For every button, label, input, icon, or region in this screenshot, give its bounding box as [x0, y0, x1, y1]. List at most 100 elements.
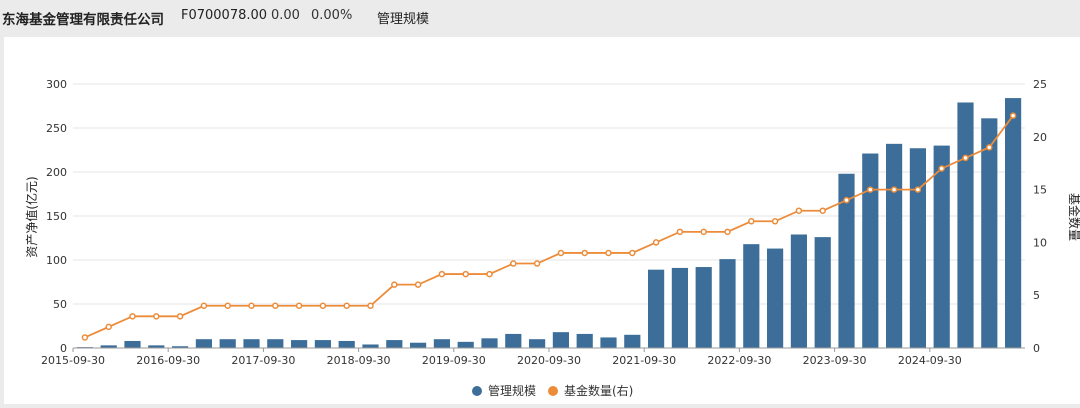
- x-tick-label: 2019-09-30: [422, 354, 486, 367]
- right-y-ticks: 0 5 10 15 20 25: [1033, 78, 1047, 355]
- bar: [433, 339, 450, 348]
- x-tick-label: 2015-09-30: [41, 354, 105, 367]
- bar: [148, 345, 165, 348]
- line-point: [129, 313, 136, 320]
- bar: [1005, 98, 1022, 348]
- line-point: [605, 249, 612, 257]
- bar: [219, 339, 236, 348]
- line-point: [81, 334, 89, 341]
- axes: [72, 347, 1025, 352]
- grid-lines: [73, 83, 1025, 305]
- bar: [933, 145, 950, 348]
- bar: [529, 339, 546, 348]
- metric-label: 管理规模: [377, 12, 430, 27]
- legend-line-marker: [548, 386, 558, 396]
- legend-bar-marker: [472, 386, 482, 396]
- bar: [600, 337, 617, 348]
- bar: [338, 340, 355, 348]
- line-point: [914, 186, 922, 193]
- line-point: [533, 260, 541, 267]
- bar: [695, 267, 712, 348]
- line-point: [510, 260, 517, 267]
- left-tick-label: 250: [46, 122, 67, 135]
- bar: [886, 143, 903, 348]
- chart-svg: 0 50 100 150 200 250 300 0 5 10 15 20 25 2015-09-30…: [24, 78, 1080, 398]
- bar: [719, 259, 736, 348]
- x-tick-label: 2016-09-30: [136, 354, 200, 367]
- left-tick-label: 200: [46, 166, 67, 179]
- line-point: [153, 313, 160, 320]
- bar: [267, 339, 284, 348]
- bar: [481, 338, 498, 348]
- line-point: [272, 302, 279, 310]
- line-point: [819, 207, 826, 214]
- company-name: 东海基金管理有限责任公司: [2, 12, 164, 28]
- line-point: [748, 218, 755, 225]
- bar: [576, 333, 593, 348]
- x-tick-label: 2024-09-30: [898, 354, 962, 367]
- line-point: [248, 302, 255, 310]
- bar: [505, 333, 522, 348]
- bar: [814, 237, 831, 348]
- bar: [981, 118, 998, 348]
- left-tick-label: 150: [46, 210, 67, 223]
- bar-series: [76, 98, 1022, 348]
- line-point: [414, 281, 422, 288]
- line-point: [105, 323, 112, 331]
- line-point: [438, 270, 446, 278]
- price-value: 0.00: [271, 8, 300, 23]
- bar: [386, 340, 403, 348]
- line-point: [795, 207, 803, 214]
- x-tick-labels: 2015-09-30 2016-09-30 2017-09-30 2018-09-30…: [41, 354, 962, 367]
- x-tick-label: 2018-09-30: [327, 354, 391, 367]
- line-point: [462, 270, 469, 278]
- line-point: [652, 239, 660, 246]
- line-point: [629, 249, 636, 257]
- line-point: [962, 154, 969, 162]
- chart-panel: 0 50 100 150 200 250 300 0 5 10 15 20 25 2015-09-30…: [4, 37, 1080, 404]
- bar: [743, 244, 760, 348]
- header-bar: 东海基金管理有限责任公司 F0700078.00 0.00 0.00% 管理规模: [0, 0, 1080, 34]
- line-point: [343, 302, 350, 310]
- legend: 管理规模 基金数量(右): [472, 383, 633, 398]
- x-tick-label: 2022-09-30: [707, 354, 771, 367]
- bar: [243, 339, 260, 348]
- bar: [124, 340, 141, 348]
- bar: [957, 102, 974, 348]
- bar: [909, 148, 926, 348]
- legend-line-label: 基金数量(右): [564, 383, 633, 398]
- line-point: [890, 186, 898, 193]
- left-tick-label: 0: [60, 342, 67, 355]
- bar: [457, 341, 474, 348]
- line-path: [84, 115, 1014, 339]
- right-tick-label: 5: [1033, 289, 1040, 302]
- bar: [624, 334, 641, 348]
- line-series: [81, 112, 1017, 341]
- line-point: [224, 302, 231, 310]
- bar: [314, 340, 331, 348]
- left-y-ticks: 0 50 100 150 200 250 300: [46, 78, 67, 355]
- bar: [362, 344, 379, 348]
- line-point: [938, 165, 945, 172]
- x-tick-label: 2017-09-30: [231, 354, 295, 367]
- line-point: [724, 228, 731, 236]
- line-point: [367, 302, 374, 310]
- line-point: [1009, 112, 1017, 119]
- right-tick-label: 25: [1033, 78, 1047, 91]
- bar: [671, 267, 688, 348]
- bar: [648, 269, 665, 348]
- right-tick-label: 0: [1033, 342, 1040, 355]
- change-percent: 0.00%: [311, 8, 353, 23]
- x-tick-label: 2023-09-30: [803, 354, 867, 367]
- bar: [291, 340, 308, 348]
- line-point: [295, 302, 303, 310]
- bar: [172, 346, 189, 348]
- bar: [767, 248, 784, 348]
- line-point: [176, 313, 184, 320]
- bar: [862, 153, 879, 348]
- right-tick-label: 10: [1033, 236, 1047, 249]
- x-tick-label: 2021-09-30: [612, 354, 676, 367]
- bar: [552, 332, 569, 348]
- line-point: [319, 302, 327, 310]
- bar: [100, 345, 117, 348]
